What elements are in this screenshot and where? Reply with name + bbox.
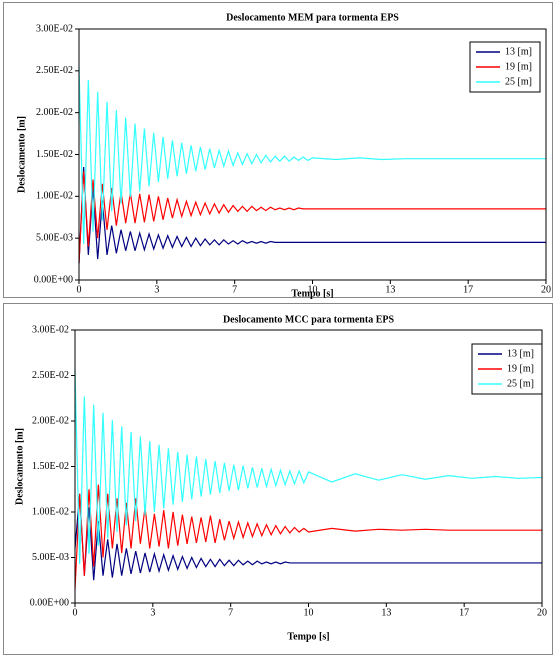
x-tick-label: 20 xyxy=(541,284,551,295)
plot-border xyxy=(74,329,543,604)
x-tick-label: 3 xyxy=(150,607,155,618)
series-line xyxy=(74,370,543,564)
y-tick-label: 1.00E-02 xyxy=(36,191,73,202)
x-tick-label: 20 xyxy=(537,607,547,618)
y-tick-label: 2.50E-02 xyxy=(36,65,73,76)
legend-label: 19 [m] xyxy=(507,363,534,374)
plot-area xyxy=(75,330,542,603)
legend-label: 25 [m] xyxy=(507,378,534,389)
y-tick-label: 2.00E-02 xyxy=(32,415,69,426)
y-tick-label: 2.50E-02 xyxy=(32,370,69,381)
y-tick-label: 0.00E+00 xyxy=(30,597,69,608)
x-tick-label: 10 xyxy=(304,607,314,618)
x-axis-title: Tempo [s] xyxy=(291,288,333,299)
legend-label: 19 [m] xyxy=(505,61,532,72)
series-line xyxy=(74,484,542,590)
y-tick-label: 5.00E-03 xyxy=(32,552,69,563)
x-tick-label: 0 xyxy=(73,607,78,618)
y-tick-label: 0.00E+00 xyxy=(34,274,73,285)
x-tick-label: 10 xyxy=(308,284,318,295)
y-tick-label: 3.00E-02 xyxy=(36,23,73,34)
y-axis-title: Deslocamento [m] xyxy=(16,116,27,193)
series-line xyxy=(78,167,546,264)
x-tick-label: 17 xyxy=(463,284,473,295)
x-tick-label: 0 xyxy=(77,284,82,295)
chart-title: Deslocamento MEM para tormenta EPS xyxy=(226,12,399,23)
x-tick-label: 17 xyxy=(459,607,469,618)
legend-label: 25 [m] xyxy=(505,76,532,87)
series-line xyxy=(74,493,542,581)
plot-border xyxy=(78,28,547,281)
y-tick-label: 2.00E-02 xyxy=(36,107,73,118)
y-tick-label: 1.00E-02 xyxy=(32,506,69,517)
series-line xyxy=(78,171,546,264)
x-tick-label: 7 xyxy=(228,607,233,618)
y-tick-label: 3.00E-02 xyxy=(32,324,69,335)
x-tick-label: 13 xyxy=(381,607,391,618)
y-tick-label: 1.50E-02 xyxy=(32,461,69,472)
x-axis-title: Tempo [s] xyxy=(287,631,329,642)
y-tick-label: 1.50E-02 xyxy=(36,149,73,160)
x-tick-label: 7 xyxy=(232,284,237,295)
y-tick-label: 5.00E-03 xyxy=(36,232,73,243)
x-tick-label: 3 xyxy=(154,284,159,295)
x-tick-label: 13 xyxy=(385,284,395,295)
y-axis-title: Deslocamento [m] xyxy=(14,428,25,505)
legend-label: 13 [m] xyxy=(505,46,532,57)
series-line xyxy=(78,66,546,245)
legend-label: 13 [m] xyxy=(507,348,534,359)
chart-title: Deslocamento MCC para tormenta EPS xyxy=(223,314,395,325)
